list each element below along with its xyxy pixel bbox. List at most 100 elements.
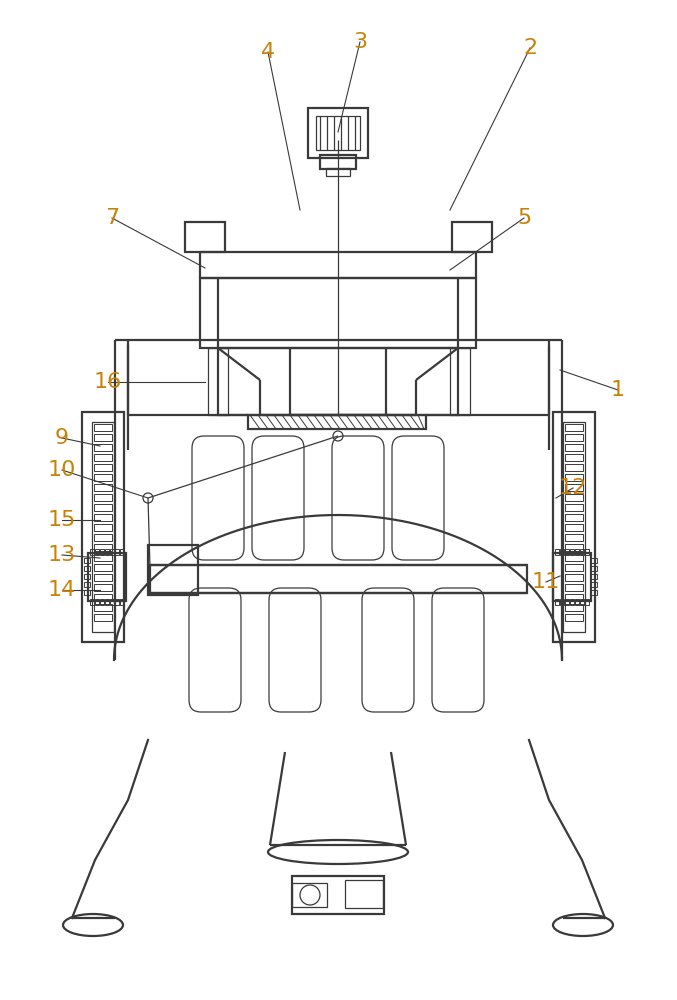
- Bar: [94, 534, 112, 541]
- Bar: [565, 584, 583, 591]
- Bar: [248, 415, 426, 429]
- Text: 5: 5: [517, 208, 531, 228]
- Bar: [94, 594, 112, 601]
- Bar: [208, 348, 228, 415]
- Bar: [82, 412, 124, 642]
- Bar: [316, 116, 360, 150]
- Bar: [148, 545, 198, 595]
- Bar: [591, 566, 597, 571]
- Bar: [591, 582, 597, 587]
- Bar: [105, 549, 109, 555]
- Bar: [591, 574, 597, 579]
- Bar: [95, 549, 99, 555]
- Bar: [150, 565, 527, 593]
- Bar: [94, 544, 112, 551]
- Bar: [100, 549, 104, 555]
- Bar: [450, 348, 470, 415]
- Bar: [120, 599, 124, 605]
- Bar: [292, 883, 327, 907]
- Bar: [94, 464, 112, 471]
- Text: 2: 2: [523, 38, 537, 58]
- Bar: [553, 553, 591, 601]
- Bar: [94, 454, 112, 461]
- Bar: [565, 434, 583, 441]
- Bar: [591, 590, 597, 595]
- Bar: [565, 504, 583, 511]
- Bar: [94, 484, 112, 491]
- Bar: [565, 544, 583, 551]
- Text: 10: 10: [48, 460, 77, 480]
- Bar: [565, 494, 583, 501]
- Text: 3: 3: [353, 32, 367, 52]
- Bar: [94, 474, 112, 481]
- Bar: [94, 444, 112, 451]
- Bar: [565, 514, 583, 521]
- Bar: [110, 599, 114, 605]
- Bar: [94, 584, 112, 591]
- Text: 13: 13: [48, 545, 76, 565]
- Bar: [100, 599, 104, 605]
- Bar: [84, 566, 90, 571]
- Bar: [218, 348, 458, 415]
- Text: 1: 1: [611, 380, 625, 400]
- Bar: [94, 564, 112, 571]
- Bar: [565, 604, 583, 611]
- Bar: [565, 599, 569, 605]
- Bar: [591, 558, 597, 563]
- Bar: [84, 558, 90, 563]
- Bar: [115, 599, 119, 605]
- Bar: [292, 876, 384, 914]
- Bar: [94, 494, 112, 501]
- Bar: [555, 549, 559, 555]
- Bar: [570, 599, 574, 605]
- Bar: [580, 599, 584, 605]
- Bar: [94, 604, 112, 611]
- Bar: [565, 564, 583, 571]
- Bar: [565, 484, 583, 491]
- Bar: [345, 880, 383, 908]
- Text: 16: 16: [94, 372, 122, 392]
- Bar: [570, 549, 574, 555]
- Bar: [115, 549, 119, 555]
- Bar: [565, 424, 583, 431]
- Bar: [565, 454, 583, 461]
- Text: 4: 4: [261, 42, 275, 62]
- Bar: [94, 574, 112, 581]
- Bar: [200, 278, 476, 348]
- Bar: [110, 549, 114, 555]
- Bar: [94, 514, 112, 521]
- Text: 12: 12: [559, 478, 587, 498]
- Bar: [565, 464, 583, 471]
- Bar: [565, 614, 583, 621]
- Text: 9: 9: [55, 428, 69, 448]
- Bar: [575, 549, 579, 555]
- Bar: [565, 594, 583, 601]
- Bar: [94, 434, 112, 441]
- Bar: [90, 549, 94, 555]
- Bar: [84, 582, 90, 587]
- Bar: [580, 549, 584, 555]
- Bar: [585, 599, 589, 605]
- Bar: [120, 549, 124, 555]
- Bar: [90, 599, 94, 605]
- Bar: [563, 422, 585, 632]
- Bar: [94, 554, 112, 561]
- Bar: [88, 553, 126, 601]
- Bar: [565, 549, 569, 555]
- Bar: [94, 524, 112, 531]
- Bar: [308, 108, 368, 158]
- Bar: [84, 574, 90, 579]
- Bar: [555, 599, 559, 605]
- Bar: [105, 599, 109, 605]
- Bar: [84, 590, 90, 595]
- Bar: [553, 412, 595, 642]
- Text: 11: 11: [532, 572, 560, 592]
- Bar: [560, 549, 564, 555]
- Bar: [94, 424, 112, 431]
- Bar: [452, 222, 492, 252]
- Bar: [185, 222, 225, 252]
- Bar: [575, 599, 579, 605]
- Text: 14: 14: [48, 580, 76, 600]
- Bar: [565, 444, 583, 451]
- Bar: [585, 549, 589, 555]
